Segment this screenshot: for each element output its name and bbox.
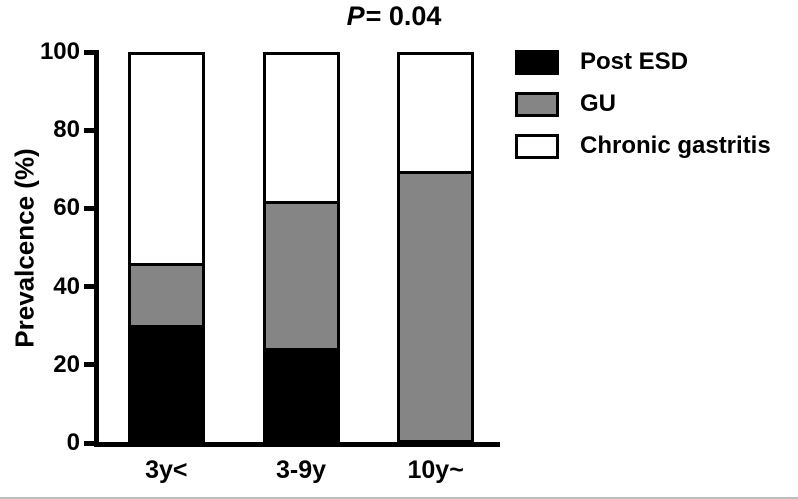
segment-chronic-gastritis-3-9y — [265, 55, 337, 202]
legend-item-gu: GU — [515, 89, 771, 119]
segment-gu-10y — [400, 170, 472, 440]
x-axis-labels: 3y< 3-9y 10y~ — [99, 456, 503, 490]
y-tick-label-40: 40 — [53, 272, 80, 300]
chart-title: P= 0.04 — [294, 1, 494, 32]
segment-gu-3y — [130, 262, 202, 325]
y-tick-60 — [84, 205, 95, 211]
y-tick-100 — [84, 49, 95, 55]
legend-item-chronic-gastritis: Chronic gastritis — [515, 131, 771, 161]
segment-post-esd-3y — [130, 324, 202, 440]
y-tick-40 — [84, 284, 95, 290]
bar-3y — [127, 52, 205, 443]
x-tick-label-10y: 10y~ — [407, 456, 464, 484]
legend-label-chronic-gastritis: Chronic gastritis — [580, 132, 771, 159]
segment-gu-3-9y — [265, 201, 337, 348]
y-tick-label-100: 100 — [39, 38, 80, 65]
legend-item-post-esd: Post ESD — [515, 47, 771, 77]
y-tick-label-80: 80 — [53, 116, 80, 144]
bar-10y — [397, 52, 475, 443]
plot-area — [99, 52, 503, 443]
y-axis-line — [94, 50, 99, 447]
legend-swatch-post-esd — [515, 49, 559, 75]
y-axis-ticks — [84, 49, 95, 446]
bar-3-9y — [262, 52, 340, 443]
y-tick-label-20: 20 — [53, 350, 80, 378]
legend-swatch-gu — [515, 91, 559, 117]
p-value-text: = 0.04 — [365, 1, 442, 31]
x-tick-label-3y: 3y< — [145, 456, 188, 484]
y-axis-tick-labels: 0 20 40 60 80 100 — [28, 38, 80, 456]
legend-label-gu: GU — [580, 90, 616, 117]
legend: Post ESD GU Chronic gastritis — [515, 47, 771, 161]
segment-post-esd-3-9y — [265, 347, 337, 440]
y-tick-20 — [84, 362, 95, 368]
legend-label-post-esd: Post ESD — [580, 48, 689, 75]
segment-chronic-gastritis-10y — [400, 55, 472, 171]
figure-bottom-edge — [0, 497, 798, 499]
segment-chronic-gastritis-3y — [130, 55, 202, 263]
y-tick-label-0: 0 — [66, 429, 80, 456]
y-tick-label-60: 60 — [53, 194, 80, 222]
y-tick-0 — [84, 440, 95, 446]
x-tick-label-3-9y: 3-9y — [275, 456, 327, 484]
p-symbol: P — [346, 1, 365, 31]
y-tick-80 — [84, 127, 95, 133]
legend-swatch-chronic-gastritis — [515, 133, 559, 159]
x-axis-line — [94, 442, 500, 447]
